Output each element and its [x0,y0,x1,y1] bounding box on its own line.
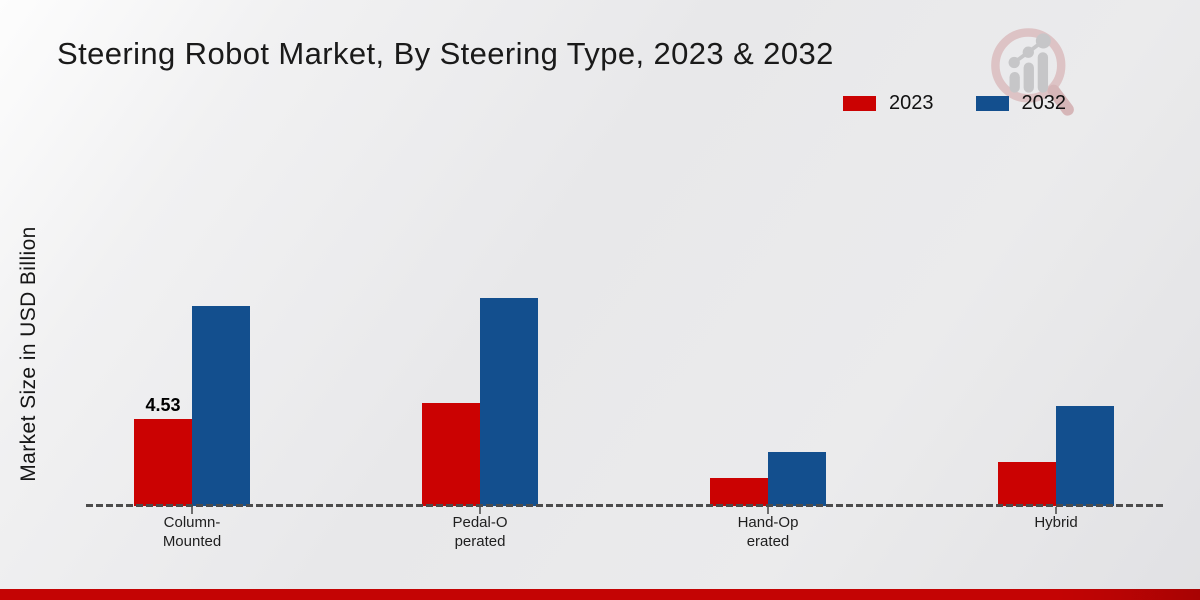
legend-label-2032: 2032 [1021,92,1067,114]
x-axis-tick [1055,507,1057,514]
bar-2023-hybrid [998,462,1056,506]
x-axis-tick [767,507,769,514]
legend-label-2023: 2023 [889,92,934,114]
bar-2023-column-mounted [134,419,192,506]
bar-value-label: 4.53 [145,395,181,415]
bar-2032-hybrid [1056,406,1114,506]
x-axis-label-column-mounted: Column- Mounted [162,514,222,550]
legend-swatch-2032 [975,96,1009,111]
legend: 2023 2032 [843,92,1066,115]
x-axis-tick [479,507,481,514]
legend-item-2032: 2032 [975,92,1067,115]
chart-title: Steering Robot Market, By Steering Type,… [57,36,834,71]
bar-2023-hand-operated [710,478,768,506]
bar-2032-hand-operated [768,452,826,506]
legend-swatch-2023 [843,96,876,111]
x-axis-label-pedal-operated: Pedal-O perated [452,514,508,550]
footer-accent-bar [0,589,1200,600]
x-axis-tick [191,507,193,514]
bar-2023-pedal-operated [422,403,480,506]
bar-2032-pedal-operated [480,298,538,506]
magnifier-bar-chart-logo-icon [991,28,1074,116]
legend-item-2023: 2023 [843,92,934,115]
x-axis-label-hand-operated: Hand-Op erated [737,514,799,550]
x-axis-baseline [86,504,1164,507]
bar-2032-column-mounted [192,306,250,506]
x-axis-label-hybrid: Hybrid [1034,514,1078,531]
y-axis-title: Market Size in USD Billion [17,226,40,482]
